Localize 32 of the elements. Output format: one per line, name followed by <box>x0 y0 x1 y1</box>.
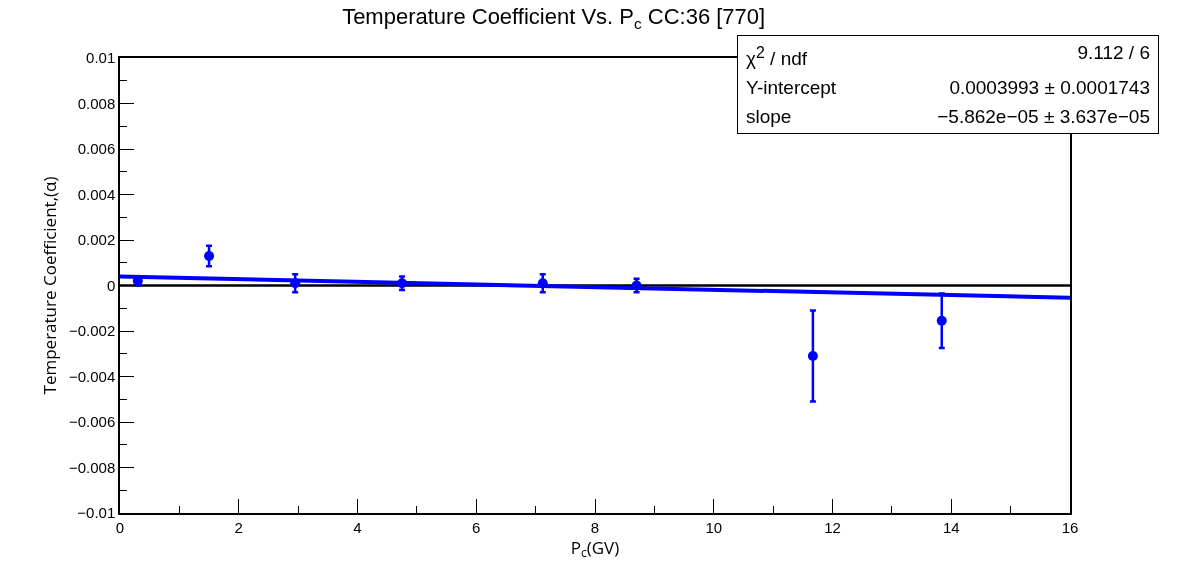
chart-title: Temperature Coefficient Vs. P$_{c}$ CC:36 [770] <box>342 3 766 32</box>
annotation: −5.862e−05 ± 3.637e−05 <box>936 105 1150 130</box>
y-tick-label: 0.004 <box>77 185 116 203</box>
annotation: slope <box>746 105 793 130</box>
y-tick-label: 0.008 <box>77 94 116 112</box>
y-tick-label: −0.008 <box>68 458 116 476</box>
annotation: 0.0003993 ± 0.0001743 <box>948 76 1150 101</box>
y-tick-label: 0.01 <box>86 49 116 67</box>
point <box>807 351 818 362</box>
y-axis-title: Temperature Coefficient,(α) <box>38 176 61 395</box>
point <box>290 278 301 289</box>
annotation: Y-intercept <box>746 76 837 101</box>
y-tick-label: −0.01 <box>77 504 116 522</box>
x-tick-label: 14 <box>942 518 960 536</box>
annotation: χ$^{2}$ / ndf <box>746 43 809 72</box>
y-tick-label: 0.006 <box>77 140 116 158</box>
y-tick-label: −0.006 <box>68 413 116 431</box>
x-tick-label: 4 <box>353 518 362 536</box>
x-axis-title: P$_{c}$(GV) <box>570 535 620 561</box>
y-tick-label: 0 <box>106 276 116 294</box>
x-tick-label: 10 <box>705 518 723 536</box>
x-tick-label: 8 <box>590 518 600 536</box>
point <box>936 315 947 326</box>
y-tick-label: −0.004 <box>68 367 116 385</box>
y-tick-label: −0.002 <box>68 322 116 340</box>
x-tick-label: 16 <box>1061 518 1079 536</box>
x-tick-label: 12 <box>824 518 841 536</box>
y-tick-label: 0.002 <box>77 231 116 249</box>
point <box>204 250 215 261</box>
x-tick-label: 2 <box>234 518 243 536</box>
x-tick-label: 6 <box>472 518 481 536</box>
text: 9.112 / 6 <box>1077 42 1150 63</box>
